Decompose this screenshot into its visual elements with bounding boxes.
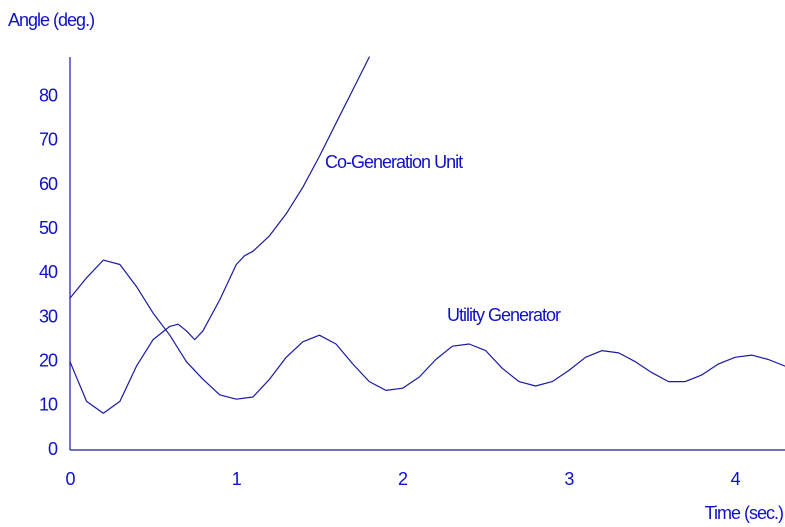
series-line bbox=[69, 259, 785, 400]
y-axis-label: Angle (deg.) bbox=[8, 10, 94, 30]
y-tick-label: 60 bbox=[39, 174, 58, 194]
y-tick-label: 30 bbox=[39, 306, 58, 326]
x-tick-label: 0 bbox=[65, 469, 75, 489]
y-tick-label: 80 bbox=[39, 85, 58, 105]
x-tick-label: 4 bbox=[731, 469, 741, 489]
series-line bbox=[69, 56, 370, 414]
y-tick-label: 20 bbox=[39, 350, 58, 370]
y-tick-label: 50 bbox=[39, 218, 58, 238]
y-tick-label: 70 bbox=[39, 130, 58, 150]
y-tick-label: 0 bbox=[48, 439, 58, 459]
x-tick-label: 2 bbox=[398, 469, 408, 489]
y-tick-label: 40 bbox=[39, 262, 58, 282]
y-tick-label: 10 bbox=[39, 395, 58, 415]
annotation: Co-Generation Unit bbox=[325, 152, 463, 172]
x-tick-label: 1 bbox=[232, 469, 242, 489]
annotation: Utility Generator bbox=[447, 305, 561, 325]
x-tick-label: 3 bbox=[564, 469, 574, 489]
x-axis-label: Time (sec.) bbox=[705, 503, 783, 523]
